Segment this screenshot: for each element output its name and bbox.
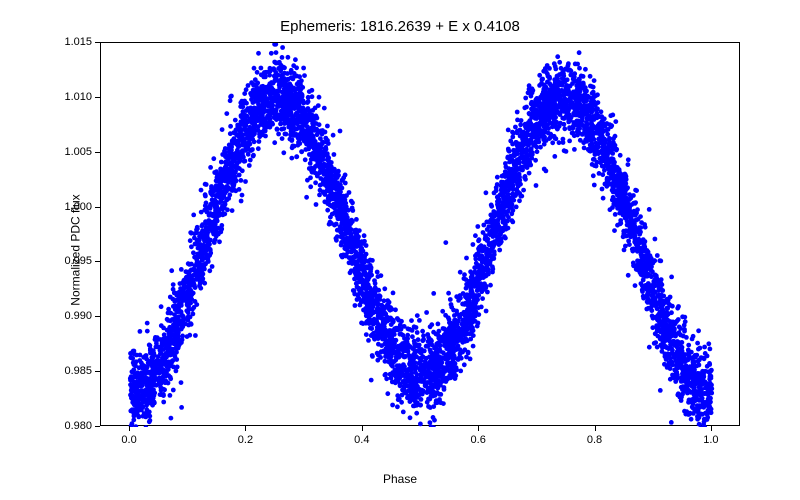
- y-tick-label: 1.015: [64, 36, 92, 48]
- y-tick-label: 0.995: [64, 255, 92, 267]
- y-tick-mark: [95, 261, 100, 262]
- x-axis-label: Phase: [0, 472, 800, 486]
- x-tick-label: 0.4: [354, 434, 369, 446]
- y-tick-mark: [95, 97, 100, 98]
- x-tick-label: 0.6: [471, 434, 486, 446]
- y-tick-label: 1.005: [64, 146, 92, 158]
- y-tick-mark: [95, 152, 100, 153]
- y-tick-mark: [95, 207, 100, 208]
- x-tick-mark: [362, 426, 363, 431]
- y-tick-label: 0.980: [64, 420, 92, 432]
- scatter-plot: [101, 43, 741, 427]
- y-tick-label: 0.985: [64, 365, 92, 377]
- x-tick-label: 0.8: [587, 434, 602, 446]
- x-tick-label: 1.0: [703, 434, 718, 446]
- axes-area: [100, 42, 740, 426]
- y-tick-label: 1.000: [64, 201, 92, 213]
- x-tick-label: 0.2: [238, 434, 253, 446]
- x-tick-mark: [129, 426, 130, 431]
- x-tick-label: 0.0: [121, 434, 136, 446]
- x-tick-mark: [245, 426, 246, 431]
- figure: Ephemeris: 1816.2639 + E x 0.4108 Normal…: [0, 0, 800, 500]
- y-tick-label: 0.990: [64, 310, 92, 322]
- x-tick-mark: [478, 426, 479, 431]
- y-tick-mark: [95, 316, 100, 317]
- chart-title: Ephemeris: 1816.2639 + E x 0.4108: [0, 18, 800, 35]
- y-tick-mark: [95, 426, 100, 427]
- x-tick-mark: [711, 426, 712, 431]
- x-tick-mark: [595, 426, 596, 431]
- y-tick-mark: [95, 371, 100, 372]
- y-tick-label: 1.010: [64, 91, 92, 103]
- y-tick-mark: [95, 42, 100, 43]
